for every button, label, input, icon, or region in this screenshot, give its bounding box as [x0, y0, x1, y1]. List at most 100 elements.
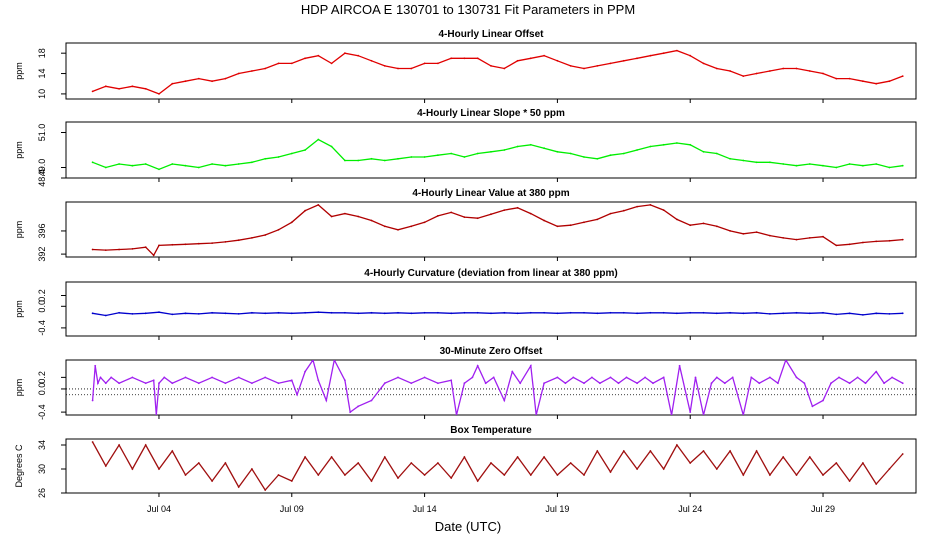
data-point: [888, 239, 891, 242]
data-point: [118, 311, 120, 314]
data-point: [556, 59, 559, 62]
data-point: [397, 67, 399, 70]
data-point: [455, 414, 458, 415]
data-point: [875, 82, 878, 85]
data-point: [330, 62, 333, 65]
panel-5: 30-Minute Zero Offset ppm -0.4 0.00.2: [14, 346, 917, 420]
data-point: [152, 254, 155, 257]
data-point: [875, 240, 878, 243]
data-point: [529, 311, 532, 314]
data-point: [516, 59, 519, 62]
data-point: [277, 228, 280, 231]
data-point: [277, 311, 280, 314]
data-point: [862, 241, 864, 244]
data-point: [383, 456, 386, 458]
y-axis-label: ppm: [14, 221, 24, 239]
data-point: [131, 376, 134, 379]
data-point: [835, 77, 838, 80]
data-point: [476, 152, 479, 155]
panel-title: Box Temperature: [450, 425, 532, 436]
data-point: [264, 312, 267, 315]
data-point: [251, 161, 253, 164]
data-point: [290, 480, 293, 482]
data-point: [569, 311, 572, 314]
panel-title: 30-Minute Zero Offset: [440, 346, 543, 357]
data-point: [529, 212, 532, 215]
data-point: [769, 313, 771, 315]
data-point: [131, 313, 134, 315]
data-point: [290, 221, 293, 224]
data-point: [702, 414, 705, 415]
data-point: [901, 312, 904, 315]
data-point: [808, 163, 811, 165]
y-axis-label: ppm: [14, 62, 24, 80]
data-point: [808, 237, 811, 239]
data-point: [171, 450, 174, 452]
data-point: [325, 399, 328, 402]
data-point: [158, 311, 160, 314]
y-tick-label: 49.0: [37, 159, 47, 177]
data-point: [450, 312, 453, 315]
data-point: [662, 143, 665, 146]
data-point: [344, 311, 346, 314]
data-point: [742, 232, 745, 235]
data-point: [171, 382, 174, 385]
data-point: [609, 471, 612, 473]
data-point: [596, 450, 599, 452]
data-point: [535, 414, 538, 415]
data-point: [290, 152, 293, 155]
data-point: [94, 364, 97, 367]
data-point: [410, 225, 413, 228]
data-point: [463, 57, 466, 60]
data-point: [357, 312, 360, 315]
data-point: [830, 382, 832, 385]
data-point: [423, 474, 426, 476]
data-point: [104, 465, 107, 467]
data-point: [104, 314, 107, 317]
data-point: [729, 230, 731, 232]
data-point: [556, 150, 559, 153]
y-tick-label: 0.2: [37, 371, 47, 384]
data-point: [822, 72, 824, 75]
data-point: [490, 462, 492, 464]
data-point: [370, 399, 373, 402]
data-point: [450, 211, 453, 214]
data-point: [144, 312, 147, 315]
data-point: [723, 382, 726, 385]
data-point: [808, 70, 811, 72]
data-point: [450, 379, 453, 382]
data-point: [317, 474, 320, 476]
data-point: [224, 77, 227, 80]
data-point: [224, 164, 227, 167]
data-point: [511, 370, 514, 373]
data-point: [357, 159, 360, 162]
data-point: [383, 225, 386, 228]
data-point: [583, 474, 585, 476]
data-point: [769, 70, 771, 72]
data-point: [144, 444, 147, 446]
data-point: [503, 67, 506, 70]
data-point: [437, 382, 439, 385]
data-point: [636, 468, 638, 470]
data-point: [171, 313, 174, 316]
data-point: [237, 163, 240, 165]
data-point: [410, 462, 413, 464]
data-point: [811, 405, 814, 408]
data-point: [370, 59, 373, 62]
data-point: [304, 57, 306, 60]
data-point: [835, 166, 838, 169]
data-point: [769, 161, 771, 164]
panel-2: 4-Hourly Linear Slope * 50 ppm ppm 48.449.…: [14, 108, 917, 187]
data-point: [729, 157, 731, 160]
data-point: [569, 224, 572, 227]
y-tick-label: 48.4: [37, 169, 47, 187]
data-point: [317, 204, 320, 206]
y-tick-label: 10: [37, 89, 47, 99]
data-point: [569, 462, 572, 464]
data-point: [144, 382, 147, 385]
data-point: [644, 376, 646, 379]
data-point: [503, 399, 506, 402]
data-point: [596, 312, 599, 315]
data-point: [609, 212, 612, 215]
panel-title: 4-Hourly Linear Value at 380 ppm: [412, 188, 569, 199]
